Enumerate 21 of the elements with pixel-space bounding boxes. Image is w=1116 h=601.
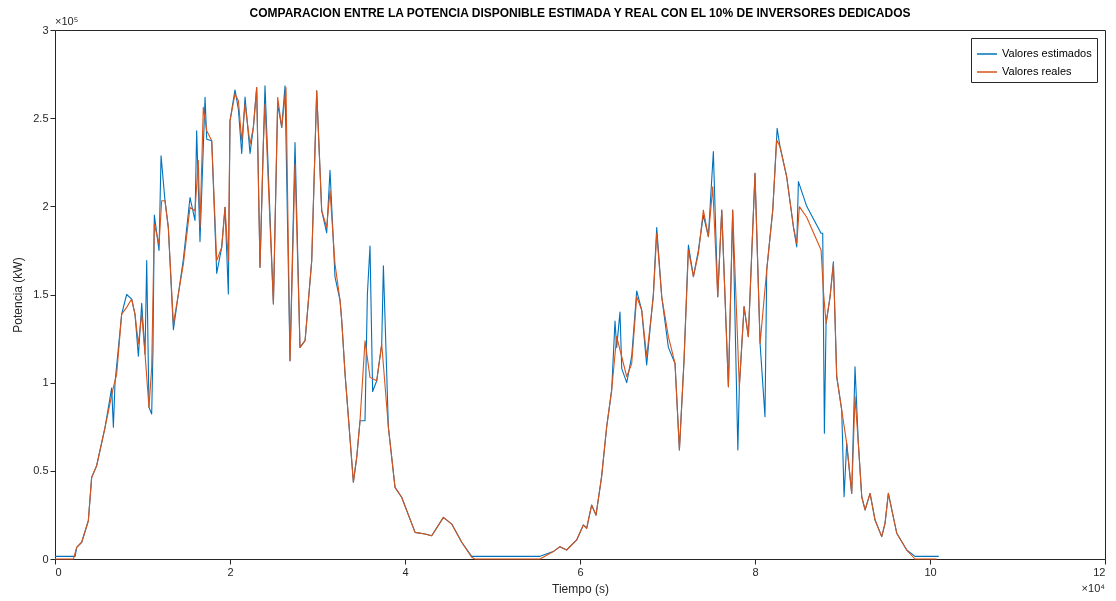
x-tick-label: 4 (402, 565, 409, 578)
chart-title: COMPARACION ENTRE LA POTENCIA DISPONIBLE ESTIMADA Y REAL CON EL 10% DE INVERSORES DEDICADOS (249, 6, 911, 20)
y-tick-label: 2.5 (33, 111, 49, 124)
x-tick-label: 8 (752, 565, 759, 578)
y-tick-label: 0 (42, 552, 49, 565)
y-tick-label: 1.5 (33, 288, 49, 300)
y-tick-label: 3 (42, 23, 49, 36)
text: ×10⁴ (1081, 582, 1106, 594)
x-tick-label: 10 (924, 565, 937, 578)
x-tick-label: 6 (577, 565, 584, 578)
x-tick-label: 2 (227, 565, 234, 578)
x-axis-title: Tiempo (s) (552, 581, 609, 596)
y-tick-label: 2 (42, 199, 49, 212)
x-tick-label: 12 (1093, 565, 1106, 578)
legend-label: Valores estimados (1002, 47, 1093, 59)
y-tick-label: 0.5 (33, 464, 49, 477)
legend-label: Valores reales (1002, 65, 1072, 77)
y-axis-title: Potencia (kW) (11, 257, 26, 333)
text: ×10⁵ (55, 15, 79, 27)
y-tick-label: 1 (42, 376, 49, 389)
x-tick-label: 0 (55, 565, 62, 578)
